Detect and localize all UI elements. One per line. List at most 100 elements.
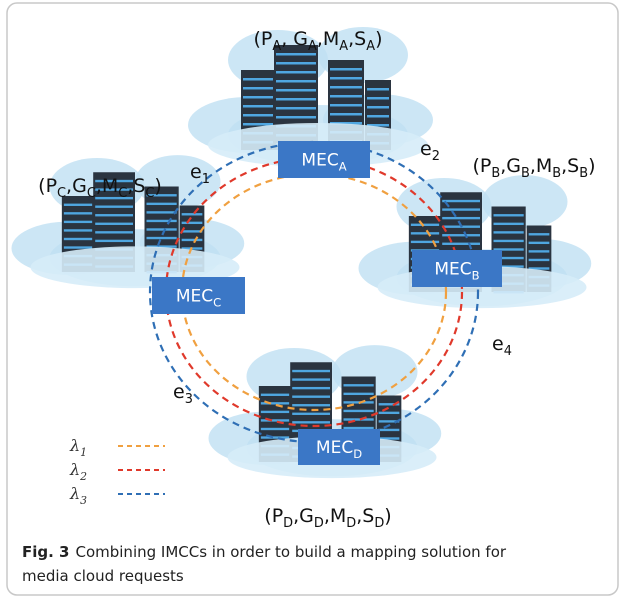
tower-stripe <box>292 387 330 389</box>
subscript: B <box>552 166 561 181</box>
tower-stripe <box>95 231 133 233</box>
tower-stripe <box>494 231 524 233</box>
text: (P <box>38 175 57 197</box>
tower-stripe <box>95 197 133 199</box>
subscript: A <box>339 160 347 174</box>
text: λ <box>69 484 80 503</box>
tower-stripe <box>276 80 316 83</box>
text: ,S <box>561 155 579 177</box>
text: ) <box>154 175 161 197</box>
tower-stripe <box>292 370 330 372</box>
tower-stripe <box>344 410 374 412</box>
tower-stripe <box>292 421 330 423</box>
tower-stripe <box>442 243 480 245</box>
text: ,M <box>317 28 339 50</box>
text: MEC <box>316 438 353 458</box>
tower-stripe <box>442 234 480 236</box>
tower-stripe <box>182 239 203 241</box>
subscript: 3 <box>185 392 193 407</box>
subscript: D <box>314 516 324 531</box>
tower-stripe <box>330 68 362 71</box>
subscript: A <box>272 39 281 54</box>
figure: MECA(PA, GA,MA,SA)MECB(PB,GB,MB,SB)MECC(… <box>0 0 626 601</box>
subscript: A <box>366 39 375 54</box>
tower-stripe <box>442 217 480 219</box>
subscript: 2 <box>432 149 440 164</box>
caption-text: Combining IMCCs in order to build a mapp… <box>75 543 506 561</box>
tower-stripe <box>261 428 289 430</box>
tower-stripe <box>344 393 374 395</box>
tower-stripe <box>367 97 389 100</box>
text: (P <box>472 155 491 177</box>
tower-stripe <box>367 115 389 118</box>
tower-stripe <box>243 78 273 81</box>
tower-stripe <box>367 88 389 91</box>
tower-stripe <box>292 378 330 380</box>
tower-stripe <box>64 229 92 231</box>
tower-stripe <box>261 411 289 413</box>
tower-stripe <box>276 71 316 74</box>
tower-stripe <box>330 113 362 116</box>
tower-stripe <box>344 384 374 386</box>
page: MECA(PA, GA,MA,SA)MECB(PB,GB,MB,SB)MECC(… <box>0 0 626 601</box>
tower-stripe <box>292 413 330 415</box>
subscript: 3 <box>80 494 87 507</box>
tower-stripe <box>64 212 92 214</box>
subscript: C <box>118 186 127 201</box>
text: (P <box>253 28 272 50</box>
text: ,S <box>356 505 374 527</box>
text: ,G <box>500 155 521 177</box>
subscript: C <box>87 186 96 201</box>
tower-stripe <box>344 427 374 429</box>
text: ,G <box>66 175 87 197</box>
text: e <box>420 138 432 160</box>
subscript: A <box>308 39 317 54</box>
subscript: 1 <box>80 446 87 459</box>
text: ,S <box>127 175 145 197</box>
caption: media cloud requests <box>22 567 184 585</box>
subscript: D <box>346 516 356 531</box>
tower-stripe <box>292 404 330 406</box>
text: MEC <box>434 260 471 280</box>
tower-stripe <box>276 107 316 110</box>
tower-stripe <box>330 77 362 80</box>
text: ,S <box>348 28 366 50</box>
subscript: D <box>283 516 293 531</box>
tower-stripe <box>243 96 273 99</box>
tower-stripe <box>64 204 92 206</box>
tower-stripe <box>276 89 316 92</box>
tower-stripe <box>95 223 133 225</box>
subscript: D <box>353 447 362 461</box>
subscript: B <box>491 166 500 181</box>
caption: Fig. 3 Combining IMCCs in order to build … <box>22 543 507 561</box>
tower-stripe <box>147 203 177 205</box>
tower-stripe <box>261 436 289 438</box>
subscript: A <box>339 39 348 54</box>
subscript: B <box>579 166 588 181</box>
text: MEC <box>176 287 213 307</box>
text: , G <box>281 28 308 50</box>
tower-stripe <box>147 211 177 213</box>
text: ,G <box>293 505 314 527</box>
subscript: 4 <box>504 344 512 359</box>
text: ) <box>384 505 391 527</box>
text: (P <box>264 505 283 527</box>
subscript: C <box>57 186 66 201</box>
tower-stripe <box>494 240 524 242</box>
tower-stripe <box>95 214 133 216</box>
tower-stripe <box>529 259 550 261</box>
tower-stripe <box>379 412 400 414</box>
tower-stripe <box>411 232 439 234</box>
tower-stripe <box>330 104 362 107</box>
tower-stripe <box>344 418 374 420</box>
caption-label: Fig. 3 <box>22 543 69 561</box>
text: e <box>173 381 185 403</box>
subscript: 1 <box>202 172 210 187</box>
subscript: B <box>472 269 480 283</box>
tower-stripe <box>442 200 480 202</box>
tower-stripe <box>330 95 362 98</box>
tower-stripe <box>243 114 273 117</box>
tower-stripe <box>64 246 92 248</box>
text: ) <box>375 28 382 50</box>
tower-stripe <box>182 230 203 232</box>
